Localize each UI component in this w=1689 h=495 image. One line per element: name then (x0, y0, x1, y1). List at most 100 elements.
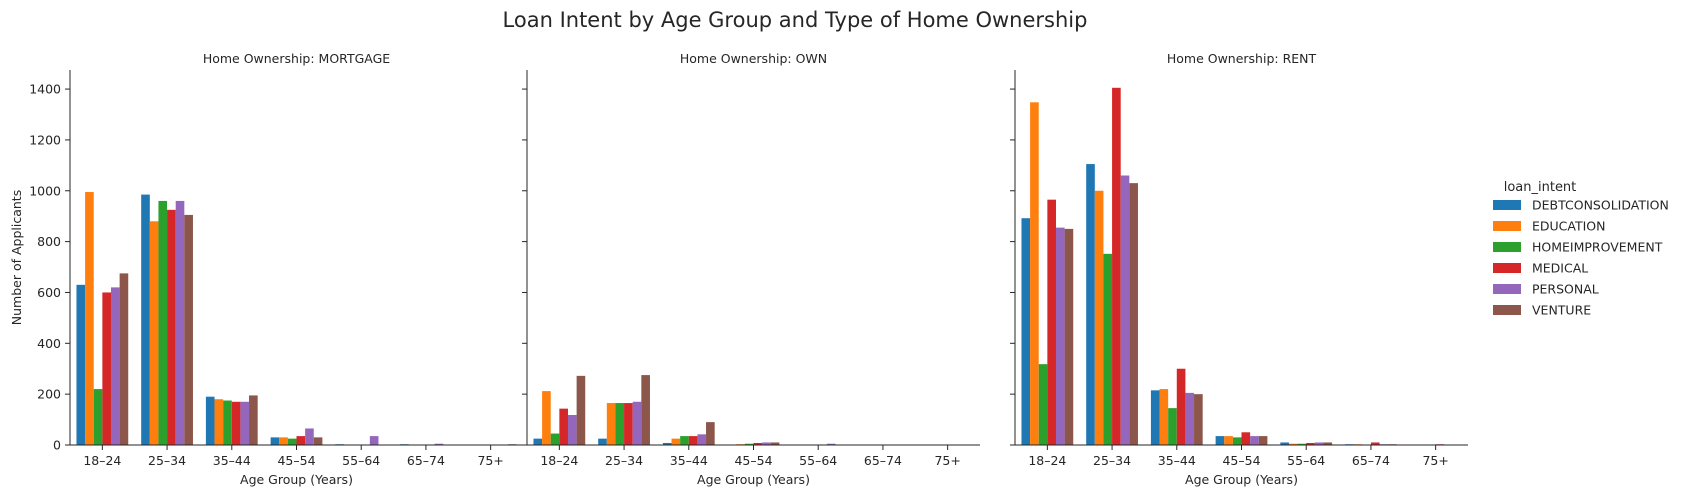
x-tick-label: 25–34 (148, 453, 186, 468)
x-tick-label: 55–64 (1287, 453, 1325, 468)
legend-label-medical: MEDICAL (1532, 261, 1588, 276)
y-tick-label: 1200 (29, 132, 61, 147)
bar-venture (770, 442, 780, 445)
x-tick-label: 35–44 (1158, 453, 1196, 468)
bar-education (1288, 443, 1298, 445)
bar-personal (1185, 392, 1195, 445)
bar-personal (175, 200, 185, 445)
bar-personal (1314, 442, 1324, 445)
y-tick-label: 200 (37, 387, 61, 402)
bar-venture (576, 375, 586, 445)
bar-debtconsolidation (1086, 164, 1095, 445)
bar-education (1224, 436, 1233, 445)
legend-swatch-education (1493, 221, 1521, 231)
bar-homeimprovement (1103, 253, 1113, 445)
legend-label-personal: PERSONAL (1532, 282, 1599, 297)
legend-title: loan_intent (1504, 180, 1577, 195)
bar-education (671, 438, 681, 445)
bar-homeimprovement (1038, 364, 1048, 445)
bar-medical (624, 403, 633, 445)
bar-homeimprovement (287, 438, 297, 445)
bar-debtconsolidation (205, 396, 215, 445)
legend-label-venture: VENTURE (1532, 303, 1591, 318)
bar-education (85, 192, 94, 445)
bar-venture (313, 437, 323, 445)
y-tick-label: 1400 (29, 82, 61, 97)
panel-title-mortgage: Home Ownership: MORTGAGE (203, 51, 390, 66)
legend-swatch-homeimprovement (1493, 242, 1521, 252)
bar-medical (102, 292, 111, 445)
bar-personal (697, 434, 707, 445)
bar-personal (1055, 227, 1065, 445)
bar-education (1159, 389, 1169, 445)
x-tick-label: 45–54 (1222, 453, 1260, 468)
bar-homeimprovement (223, 400, 232, 445)
y-axis-label: Number of Applicants (9, 190, 24, 325)
legend-label-debtconsolidation: DEBTCONSOLIDATION (1532, 198, 1669, 213)
panel-own: Home Ownership: OWN Age Group (Years) 18… (522, 51, 980, 487)
x-tick-label: 18–24 (83, 453, 121, 468)
bar-venture (1258, 436, 1268, 445)
bar-medical (167, 209, 176, 445)
bar-personal (1250, 436, 1259, 445)
bar-venture (119, 273, 129, 445)
bar-debtconsolidation (141, 194, 150, 445)
bar-homeimprovement (1168, 408, 1177, 445)
bar-homeimprovement (93, 389, 103, 445)
bar-homeimprovement (680, 436, 689, 445)
bar-personal (110, 287, 120, 445)
y-tick-label: 800 (37, 234, 61, 249)
bar-education (1094, 190, 1104, 445)
bar-education (214, 399, 224, 445)
bar-personal (567, 415, 577, 445)
bar-personal (305, 428, 314, 445)
bar-medical (296, 436, 306, 445)
bar-venture (1064, 228, 1074, 445)
bar-medical (1112, 87, 1121, 446)
bar-debtconsolidation (1021, 218, 1031, 445)
bar-education (606, 403, 616, 445)
x-tick-label: 18–24 (1028, 453, 1066, 468)
bar-medical (231, 401, 241, 445)
bar-personal (632, 401, 642, 445)
bar-venture (249, 395, 258, 445)
bar-personal (1120, 175, 1130, 445)
y-tick-label: 0 (53, 438, 61, 453)
panel-title-rent: Home Ownership: RENT (1167, 51, 1317, 66)
x-axis-label: Age Group (Years) (697, 472, 810, 487)
bar-debtconsolidation (76, 284, 86, 445)
legend: loan_intent DEBTCONSOLIDATION EDUCATION HO… (1493, 180, 1669, 318)
x-tick-label: 75+ (1422, 453, 1448, 468)
y-tick-label: 600 (37, 285, 61, 300)
bar-education (1030, 102, 1039, 445)
y-tick-label: 400 (37, 336, 61, 351)
bar-medical (688, 436, 698, 445)
bar-venture (184, 214, 193, 445)
legend-label-homeimprovement: HOMEIMPROVEMENT (1532, 240, 1663, 255)
bar-debtconsolidation (1215, 436, 1225, 445)
bar-debtconsolidation (598, 438, 607, 445)
bar-homeimprovement (550, 433, 560, 445)
x-tick-label: 65–74 (1352, 453, 1390, 468)
legend-swatch-medical (1493, 263, 1521, 273)
legend-swatch-venture (1493, 305, 1521, 315)
y-tick-label: 1000 (29, 183, 61, 198)
x-tick-label: 65–74 (864, 453, 902, 468)
bar-education (279, 437, 288, 445)
x-tick-label: 75+ (934, 453, 960, 468)
bar-homeimprovement (615, 403, 625, 445)
x-tick-label: 35–44 (670, 453, 708, 468)
x-tick-label: 35–44 (213, 453, 251, 468)
bar-debtconsolidation (662, 442, 672, 445)
bar-medical (1176, 368, 1186, 445)
panel-mortgage: Home Ownership: MORTGAGE Age Group (Year… (9, 51, 523, 487)
bar-education (542, 391, 551, 445)
bar-venture (1129, 183, 1138, 445)
x-tick-label: 25–34 (605, 453, 643, 468)
bar-homeimprovement (158, 200, 168, 445)
bar-medical (1241, 432, 1251, 445)
x-tick-label: 45–54 (277, 453, 315, 468)
bar-medical (1306, 442, 1315, 445)
chart-title: Loan Intent by Age Group and Type of Hom… (503, 8, 1088, 32)
